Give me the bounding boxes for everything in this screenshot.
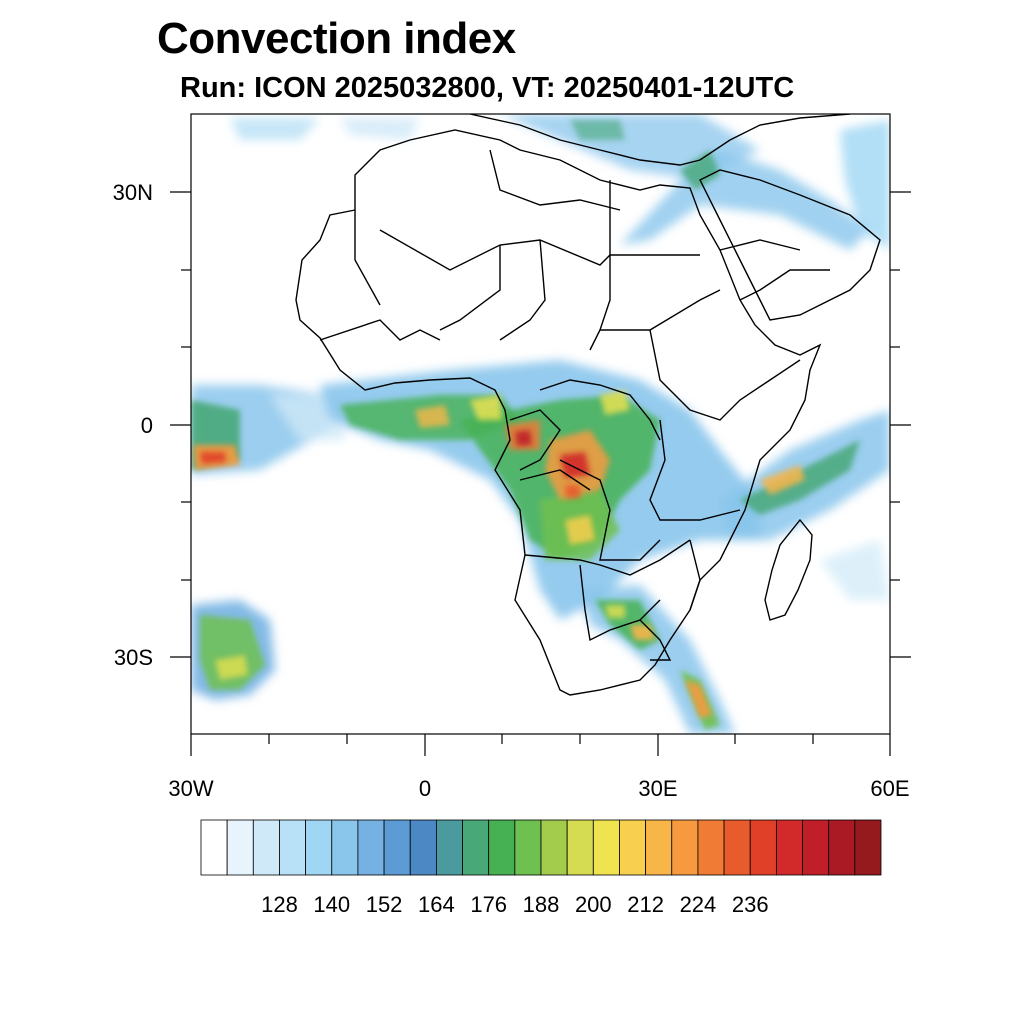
arabia-coastline	[699, 169, 881, 321]
colorbar-box	[828, 819, 856, 876]
lat-label-30s: 30S	[114, 645, 153, 670]
colorbar-box	[252, 819, 280, 876]
colorbar-box	[279, 819, 307, 876]
colorbar-box	[854, 819, 882, 876]
lon-label-0: 0	[419, 776, 431, 801]
colorbar-label: 200	[575, 892, 612, 917]
colorbar-box	[514, 819, 542, 876]
plot-frame	[190, 113, 891, 735]
map-title: Convection index	[157, 14, 516, 63]
madagascar-coastline	[764, 518, 813, 621]
colorbar-label: 188	[523, 892, 560, 917]
colorbar-label: 176	[470, 892, 507, 917]
colorbar-box	[383, 819, 411, 876]
colorbar-box	[305, 819, 333, 876]
mediterranean-coast	[469, 114, 851, 166]
colorbar-box	[723, 819, 751, 876]
colorbar-label: 164	[418, 892, 455, 917]
colorbar-box	[540, 819, 568, 876]
colorbar-label: 152	[366, 892, 403, 917]
colorbar-label: 224	[680, 892, 717, 917]
colorbar-box	[409, 819, 437, 876]
lon-label-60e: 60E	[870, 776, 909, 801]
colorbar	[200, 819, 882, 876]
colorbar-box	[566, 819, 594, 876]
colorbar-box	[226, 819, 254, 876]
coastlines-and-borders	[295, 114, 881, 696]
colorbar-labels: 128 140 152 164 176 188 200 212 224 236	[261, 892, 768, 917]
colorbar-box	[749, 819, 777, 876]
colorbar-box	[697, 819, 725, 876]
lat-label-30n: 30N	[113, 180, 153, 205]
colorbar-box	[462, 819, 490, 876]
colorbar-label: 128	[261, 892, 298, 917]
lon-label-30w: 30W	[168, 776, 213, 801]
colorbar-box	[488, 819, 516, 876]
colorbar-box	[200, 819, 228, 876]
axis-ticks	[170, 191, 911, 756]
colorbar-box	[331, 819, 359, 876]
colorbar-box	[592, 819, 620, 876]
colorbar-label: 140	[313, 892, 350, 917]
lat-label-0: 0	[141, 413, 153, 438]
colorbar-box	[775, 819, 803, 876]
colorbar-box	[619, 819, 647, 876]
colorbar-box	[435, 819, 463, 876]
convection-field	[191, 114, 890, 734]
colorbar-label: 236	[732, 892, 769, 917]
colorbar-box	[671, 819, 699, 876]
colorbar-box	[802, 819, 830, 876]
colorbar-box	[357, 819, 385, 876]
colorbar-box	[645, 819, 673, 876]
map-subtitle: Run: ICON 2025032800, VT: 20250401-12UTC	[180, 72, 795, 104]
colorbar-label: 212	[627, 892, 664, 917]
lon-label-30e: 30E	[638, 776, 677, 801]
